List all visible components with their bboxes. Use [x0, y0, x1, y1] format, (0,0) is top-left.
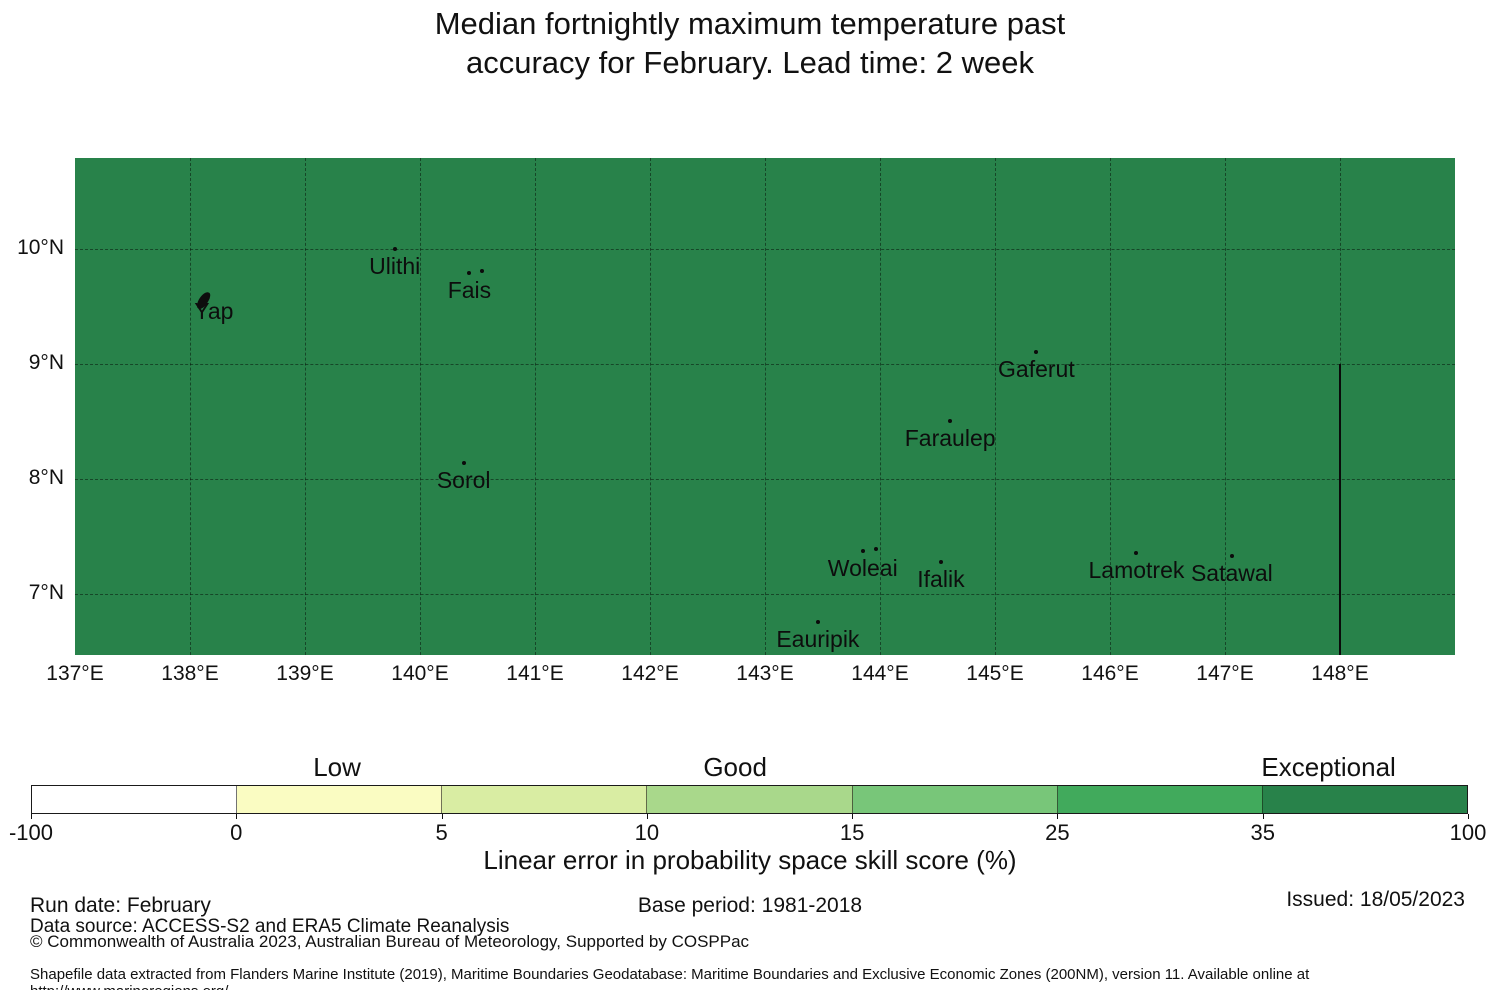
gridline-latitude	[75, 363, 1455, 365]
island-label: Sorol	[436, 466, 491, 493]
eez-boundary-line	[1339, 363, 1341, 655]
island-label: Faraulep	[904, 425, 996, 452]
issued-date-text: Issued: 18/05/2023	[1286, 888, 1465, 911]
island-label: Yap	[194, 297, 234, 324]
gridline-longitude	[765, 158, 766, 655]
x-tick-label: 148°E	[1311, 662, 1369, 685]
colorbar-tick-mark	[441, 814, 443, 819]
gridline-longitude	[305, 158, 306, 655]
gridline-latitude	[75, 248, 1455, 250]
x-tick-label: 141°E	[506, 662, 564, 685]
map-plot-area: Yap Ulithi Fais Sorol Gaferut Faraulep Woleai I…	[75, 158, 1455, 655]
island-marker-dot	[480, 269, 485, 274]
colorbar-category-label: Low	[313, 752, 361, 782]
island-marker-dot	[948, 419, 953, 424]
island-label: Satawal	[1190, 560, 1273, 587]
gridline-longitude	[1110, 158, 1111, 655]
island-marker-dot	[938, 559, 943, 564]
x-tick-label: 145°E	[966, 662, 1024, 685]
colorbar-tick-label: 0	[230, 820, 243, 845]
copyright-text: © Commonwealth of Australia 2023, Austra…	[30, 932, 750, 951]
island-marker-dot	[461, 460, 466, 465]
x-tick-label: 142°E	[621, 662, 679, 685]
gridline-longitude	[995, 158, 996, 655]
island-marker-dot	[873, 547, 878, 552]
colorbar-tick-mark	[236, 814, 238, 819]
island-marker-dot	[1034, 350, 1039, 355]
colorbar-segment	[442, 786, 648, 813]
run-date-text: Run date: February	[30, 894, 211, 917]
colorbar-tick-label: 5	[435, 820, 448, 845]
gridline-longitude	[650, 158, 651, 655]
island-label: Eauripik	[776, 625, 860, 652]
colorbar-tick-mark	[852, 814, 854, 819]
colorbar-segment	[237, 786, 443, 813]
colorbar-segment	[32, 786, 238, 813]
y-tick-label: 8°N	[28, 465, 64, 489]
island-marker-dot	[815, 619, 820, 624]
colorbar-tick-mark	[1057, 814, 1059, 819]
island-label: Ulithi	[369, 252, 421, 279]
shapefile-note-text: Shapefile data extracted from Flanders M…	[30, 966, 1310, 990]
y-tick-label: 9°N	[28, 350, 64, 374]
colorbar-tick-label: 100	[1449, 820, 1487, 845]
figure-title: Median fortnightly maximum temperature p…	[0, 4, 1500, 82]
island-marker-dot	[467, 271, 472, 276]
colorbar-segment	[1262, 786, 1467, 813]
colorbar-segment	[1057, 786, 1263, 813]
x-tick-label: 137°E	[46, 662, 104, 685]
island-marker-dot	[1134, 550, 1139, 555]
gridline-longitude	[190, 158, 191, 655]
data-source-text: Data source: ACCESS-S2 and ERA5 Climate …	[30, 916, 510, 937]
colorbar-tick-label: 25	[1045, 820, 1070, 845]
colorbar-tick-mark	[1262, 814, 1264, 819]
x-tick-label: 147°E	[1196, 662, 1254, 685]
gridline-latitude	[75, 594, 1455, 596]
colorbar-tick-mark	[1468, 814, 1469, 819]
island-label: Lamotrek	[1088, 556, 1185, 583]
x-tick-label: 143°E	[736, 662, 794, 685]
colorbar	[31, 785, 1468, 814]
colorbar-category-label: Good	[703, 752, 767, 782]
x-tick-label: 139°E	[276, 662, 334, 685]
x-tick-label: 146°E	[1081, 662, 1139, 685]
colorbar-axis-label: Linear error in probability space skill …	[483, 845, 1017, 875]
island-label: Gaferut	[998, 356, 1075, 383]
gridline-longitude	[535, 158, 536, 655]
colorbar-tick-label: 10	[634, 820, 660, 845]
colorbar-tick-label: 35	[1250, 820, 1275, 845]
base-period-text: Base period: 1981-2018	[637, 894, 863, 917]
island-label: Woleai	[827, 555, 898, 582]
island-marker-dot	[860, 549, 865, 554]
colorbar-tick-label: -100	[8, 820, 54, 845]
figure-title-line2: accuracy for February. Lead time: 2 week	[465, 45, 1034, 80]
colorbar-segment	[647, 786, 853, 813]
colorbar-tick-label: 15	[839, 820, 865, 845]
figure-title-line1: Median fortnightly maximum temperature p…	[434, 6, 1066, 41]
gridline-longitude	[420, 158, 421, 655]
gridline-longitude	[1225, 158, 1226, 655]
x-tick-label: 140°E	[391, 662, 449, 685]
y-tick-label: 10°N	[17, 235, 64, 259]
island-marker-dot	[1229, 554, 1234, 559]
island-label: Fais	[447, 277, 492, 304]
gridline-longitude	[880, 158, 881, 655]
colorbar-tick-mark	[646, 814, 648, 819]
island-label: Ifalik	[917, 565, 965, 592]
colorbar-category-label: Exceptional	[1261, 752, 1396, 782]
colorbar-segment	[852, 786, 1058, 813]
gridline-latitude	[75, 478, 1455, 480]
colorbar-tick-mark	[31, 814, 32, 819]
y-tick-label: 7°N	[28, 581, 64, 605]
x-tick-label: 138°E	[161, 662, 219, 685]
island-marker-dot	[392, 246, 397, 251]
x-tick-label: 144°E	[851, 662, 909, 685]
